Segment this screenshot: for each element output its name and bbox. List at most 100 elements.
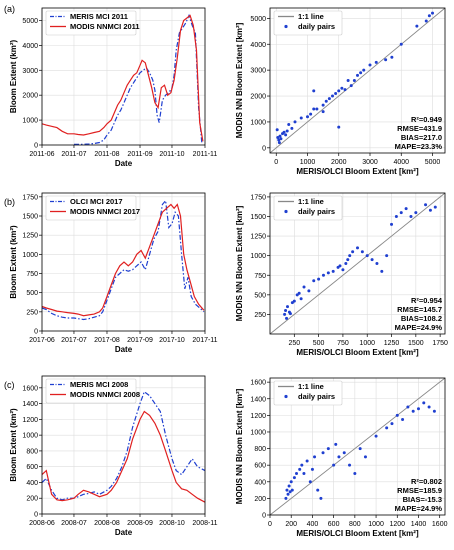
y-tick-label: 1200 <box>22 417 38 424</box>
data-point <box>278 134 282 138</box>
data-point <box>287 484 291 488</box>
data-point <box>401 418 405 422</box>
y-tick-label: 1600 <box>22 385 38 392</box>
x-tick-label: 750 <box>337 340 349 347</box>
data-point <box>306 115 309 119</box>
x-tick-label: 1500 <box>408 340 424 347</box>
data-point <box>283 312 287 316</box>
data-point <box>427 14 431 18</box>
data-point <box>363 455 367 459</box>
x-tick-label: 600 <box>328 521 340 528</box>
x-tick-label: 1600 <box>432 521 448 528</box>
data-point <box>337 455 341 459</box>
data-point <box>284 496 288 500</box>
data-point <box>276 135 280 139</box>
x-tick-label: 0 <box>274 159 278 166</box>
data-point <box>297 291 301 295</box>
data-point <box>332 463 336 467</box>
x-axis-label: Date <box>115 345 133 354</box>
y-tick-label: 200 <box>26 496 38 503</box>
data-point <box>385 426 389 430</box>
x-tick-label: 1000 <box>359 340 375 347</box>
x-tick-label: 2008-10 <box>159 520 185 527</box>
plot-area <box>270 378 445 515</box>
y-tick-label: 1000 <box>22 252 38 259</box>
y-axis-label: MODIS NN Bloom Extent [km²] <box>235 388 244 504</box>
legend-label: MODIS NNMCI 2017 <box>70 207 140 216</box>
x-axis-label: MERIS/OLCI Bloom Extent [km²] <box>296 167 419 176</box>
x-tick-label: 0 <box>268 521 272 528</box>
series-line-1 <box>74 13 203 145</box>
y-tick-label: 750 <box>26 271 38 278</box>
y-tick-label: 1600 <box>250 380 266 387</box>
y-tick-label: 4000 <box>250 42 266 49</box>
y-tick-label: 5000 <box>250 16 266 23</box>
data-point <box>321 273 325 277</box>
data-point <box>399 211 403 215</box>
data-point <box>390 422 394 426</box>
x-tick-label: 2017-09 <box>127 337 153 344</box>
data-point <box>384 58 388 62</box>
data-point <box>352 79 356 82</box>
y-tick-label: 600 <box>26 464 38 471</box>
data-point <box>360 250 364 254</box>
y-tick-label: 1000 <box>250 253 266 260</box>
x-tick-label: 2017-08 <box>94 337 120 344</box>
y-tick-label: 4000 <box>22 43 38 50</box>
y-tick-label: 1000 <box>22 118 38 125</box>
legend-label: MERIS MCI 2011 <box>70 12 128 21</box>
data-point <box>313 455 317 459</box>
data-point <box>395 413 399 417</box>
y-tick-label: 0 <box>34 329 38 336</box>
data-point <box>334 442 338 446</box>
x-axis-label: Date <box>115 528 133 537</box>
data-point <box>431 11 434 15</box>
chart-panel-2: 0 1000 2000 3000 4000 5000 0 1000 2000 3000 4000 50… <box>235 7 446 176</box>
data-point <box>424 19 428 23</box>
x-axis-label: Date <box>115 159 133 168</box>
y-tick-label: 1000 <box>250 429 266 436</box>
y-axis-label: MODIS NN Bloom Extent [km²] <box>235 205 244 321</box>
data-point <box>338 264 342 268</box>
y-tick-label: 400 <box>26 480 38 487</box>
legend-label: OLCI MCI 2017 <box>70 197 123 206</box>
y-tick-label: 2000 <box>250 94 266 101</box>
legend-box <box>45 195 137 221</box>
plot-area <box>42 13 204 145</box>
y-tick-label: 3000 <box>250 68 266 75</box>
panel-label: (c) <box>4 380 15 390</box>
data-point <box>399 42 403 46</box>
data-point <box>300 463 304 467</box>
legend-swatch <box>284 209 288 214</box>
x-tick-label: 2011-10 <box>159 151 184 158</box>
x-tick-label: 4000 <box>393 159 409 166</box>
plot-area <box>270 193 445 334</box>
data-point <box>344 262 348 265</box>
y-tick-label: 800 <box>254 446 266 453</box>
y-tick-label: 0 <box>34 143 38 150</box>
y-tick-label: 800 <box>26 448 38 455</box>
y-axis-label: Bloom Extent (km²) <box>9 408 18 482</box>
data-point <box>321 110 325 114</box>
data-point <box>302 471 306 475</box>
data-point <box>349 84 353 88</box>
x-tick-label: 2000 <box>331 159 347 166</box>
data-point <box>370 258 374 262</box>
y-tick-label: 250 <box>26 309 38 316</box>
data-point <box>288 312 292 316</box>
data-point <box>277 138 281 142</box>
x-tick-label: 5000 <box>425 159 441 166</box>
data-point <box>289 480 293 484</box>
axes-frame <box>269 192 446 335</box>
x-tick-label: 2011-06 <box>29 151 54 158</box>
data-point <box>286 492 290 496</box>
panel-label: (b) <box>4 197 15 207</box>
y-tick-label: 500 <box>26 290 38 297</box>
data-point <box>299 297 303 301</box>
y-tick-label: 0 <box>34 512 38 519</box>
x-tick-label: 2017-10 <box>159 337 185 344</box>
data-point <box>374 434 378 438</box>
data-point <box>312 89 316 93</box>
data-point <box>411 409 415 413</box>
